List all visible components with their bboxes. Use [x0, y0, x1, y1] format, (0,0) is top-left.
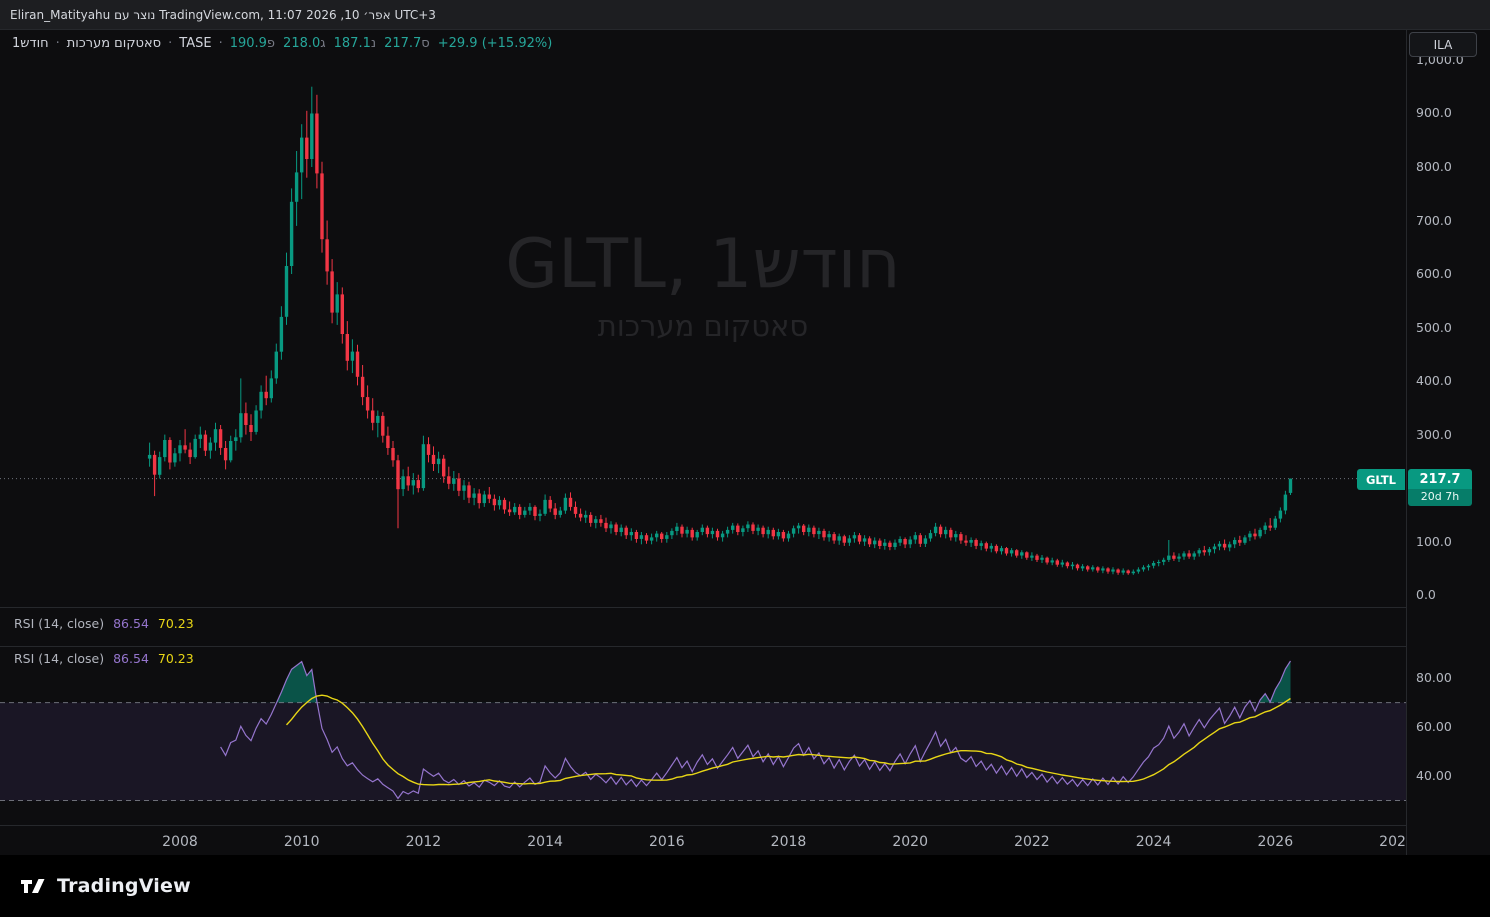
rsi-ma-value: 70.23: [157, 616, 194, 631]
tradingview-logo[interactable]: TradingView: [18, 871, 191, 901]
price-scale[interactable]: ILA 217.7 20d 7h 0.0100.0200.0300.0400.0…: [1406, 30, 1490, 855]
legend-high: ג218.0: [283, 36, 327, 51]
price-badge-value: 217.7: [1419, 472, 1461, 487]
legend-change: +29.9 (+15.92%): [437, 36, 553, 51]
rsi-band-fill: [0, 702, 1406, 801]
tradingview-wordmark: TradingView: [57, 875, 191, 897]
time-axis-label: 2022: [1014, 834, 1050, 850]
price-axis-label: 100.0: [1416, 533, 1452, 549]
currency-button[interactable]: ILA: [1409, 32, 1477, 57]
rsi-axis-label: 60.00: [1416, 719, 1452, 735]
price-label-symbol-tag: GLTL: [1357, 469, 1405, 490]
pane-divider[interactable]: [0, 607, 1490, 608]
rsi-title: RSI (14, close): [14, 616, 105, 631]
high-value: 218.0: [283, 36, 321, 51]
legend-interval[interactable]: 1חודש: [12, 36, 49, 51]
time-axis-label: 2012: [405, 834, 442, 850]
legend-separator: ·: [55, 36, 60, 51]
open-value: 190.9: [229, 36, 267, 51]
time-axis-label: 2016: [648, 834, 685, 850]
low-label: נ: [370, 36, 377, 51]
rsi-chart-canvas[interactable]: [0, 645, 1406, 825]
price-axis-label: 500.0: [1416, 319, 1452, 335]
rsi-legend[interactable]: RSI (14, close) 86.54 70.23: [14, 651, 194, 666]
low-value: 187.1: [333, 36, 371, 51]
time-scale[interactable]: 2008 2010 2012 2014 2016 2018 2020 2022 2024 2026…: [0, 825, 1415, 855]
rsi-ma-value: 70.23: [157, 651, 194, 666]
legend-close: ס217.7: [384, 36, 431, 51]
price-axis-label: 300.0: [1416, 426, 1452, 442]
legend-open: פ190.9: [230, 36, 276, 51]
legend-low: נ187.1: [334, 36, 377, 51]
rsi-axis-label: 40.00: [1416, 768, 1452, 784]
close-value: 217.7: [384, 36, 422, 51]
footer-bar: TradingView: [0, 855, 1490, 917]
legend-separator: ·: [168, 36, 173, 51]
legend-description[interactable]: סאטקום מערכות: [66, 36, 162, 51]
price-axis-label: 900.0: [1416, 105, 1452, 121]
rsi-title: RSI (14, close): [14, 651, 105, 666]
symbol-legend[interactable]: 1חודש · סאטקום מערכות · TASE · פ190.9 ג2…: [12, 36, 552, 51]
price-badge: 217.7 20d 7h: [1408, 469, 1472, 506]
time-axis-label: 2008: [162, 834, 198, 850]
high-label: ג: [320, 36, 326, 51]
rsi-legend-collapsed[interactable]: RSI (14, close) 86.54 70.23: [14, 616, 194, 631]
price-chart-canvas[interactable]: [0, 30, 1406, 608]
price-axis-label: 600.0: [1416, 266, 1452, 282]
tradingview-logo-icon: [21, 879, 45, 893]
time-axis-label: 2018: [770, 834, 807, 850]
time-axis-label: 2020: [892, 834, 929, 850]
price-axis-label: 0.0: [1416, 587, 1436, 603]
time-axis-label: 2024: [1135, 834, 1172, 850]
legend-separator: ·: [218, 36, 223, 51]
time-axis-label: 2010: [283, 834, 320, 850]
rsi-value: 86.54: [113, 616, 149, 631]
rsi-line: [220, 660, 1292, 800]
price-axis-label: 800.0: [1416, 159, 1452, 174]
time-axis-label: 2026: [1257, 834, 1294, 850]
time-axis-label: 2014: [527, 834, 563, 850]
open-label: פ: [266, 36, 276, 51]
pane-divider[interactable]: [0, 646, 1490, 647]
candlesticks-group: [147, 86, 1293, 575]
price-axis-label: 700.0: [1416, 212, 1452, 228]
close-label: ס: [421, 36, 430, 51]
rsi-ma-line: [285, 694, 1291, 786]
top-bar: Eliran_Matityahu נוצר עם TradingView.com…: [0, 0, 1490, 30]
price-badge-countdown: 20d 7h: [1408, 489, 1472, 506]
legend-exchange[interactable]: TASE: [179, 36, 212, 51]
rsi-axis-label: 80.00: [1416, 670, 1452, 686]
price-axis-label: 400.0: [1416, 373, 1452, 389]
chart-info-text: Eliran_Matityahu נוצר עם TradingView.com…: [10, 7, 436, 22]
rsi-value: 86.54: [113, 651, 149, 666]
